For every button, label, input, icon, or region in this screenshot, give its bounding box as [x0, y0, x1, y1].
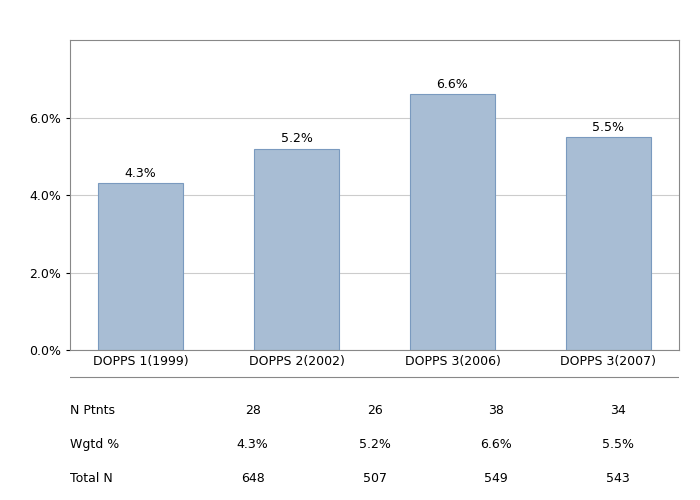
Text: 34: 34: [610, 404, 626, 417]
Text: 38: 38: [489, 404, 504, 417]
Bar: [98, 184, 183, 350]
Text: 4.3%: 4.3%: [237, 438, 269, 451]
Text: 5.2%: 5.2%: [281, 132, 312, 145]
Text: N Ptnts: N Ptnts: [70, 404, 115, 417]
Text: 549: 549: [484, 472, 508, 484]
Text: 507: 507: [363, 472, 386, 484]
Text: 6.6%: 6.6%: [480, 438, 512, 451]
Text: 4.3%: 4.3%: [125, 168, 156, 180]
Text: Wgtd %: Wgtd %: [70, 438, 119, 451]
Text: 26: 26: [367, 404, 382, 417]
Text: 648: 648: [241, 472, 265, 484]
Text: 543: 543: [606, 472, 630, 484]
Bar: [410, 94, 496, 350]
Text: 5.5%: 5.5%: [602, 438, 634, 451]
Text: 5.5%: 5.5%: [592, 121, 624, 134]
Text: 5.2%: 5.2%: [358, 438, 391, 451]
Bar: [566, 137, 651, 350]
Text: 6.6%: 6.6%: [437, 78, 468, 91]
Bar: [253, 148, 340, 350]
Text: Total N: Total N: [70, 472, 113, 484]
Text: 28: 28: [245, 404, 260, 417]
